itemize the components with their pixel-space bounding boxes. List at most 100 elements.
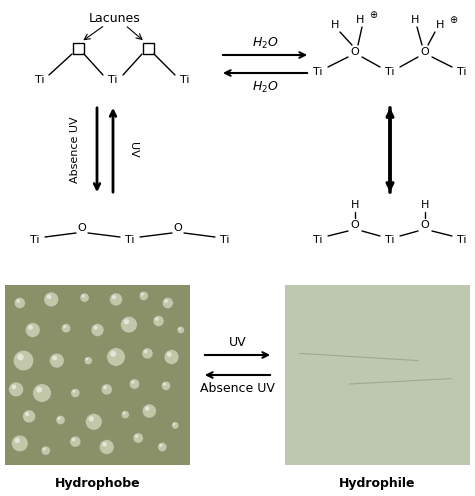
Text: Ti: Ti	[220, 235, 230, 245]
Circle shape	[25, 322, 40, 337]
Circle shape	[145, 406, 150, 411]
Circle shape	[61, 323, 71, 333]
Circle shape	[63, 325, 66, 328]
Circle shape	[177, 326, 184, 334]
Bar	[142, 43, 153, 54]
Circle shape	[25, 412, 29, 416]
Circle shape	[15, 438, 20, 443]
Circle shape	[23, 410, 36, 423]
Bar	[285, 285, 470, 465]
Text: Ti: Ti	[313, 235, 323, 245]
Circle shape	[142, 404, 156, 418]
Circle shape	[80, 293, 89, 302]
Circle shape	[162, 298, 173, 309]
Text: H: H	[331, 20, 339, 30]
Text: ⊕: ⊕	[449, 15, 457, 25]
Circle shape	[86, 414, 102, 430]
Circle shape	[131, 380, 134, 384]
Circle shape	[133, 433, 143, 443]
Text: Absence UV: Absence UV	[70, 117, 80, 184]
Circle shape	[171, 422, 179, 429]
Circle shape	[142, 348, 153, 359]
Circle shape	[102, 442, 107, 447]
Text: Ti: Ti	[125, 235, 135, 245]
Text: H: H	[436, 20, 444, 30]
Circle shape	[89, 416, 94, 422]
Circle shape	[110, 351, 116, 357]
Text: Lacunes: Lacunes	[89, 11, 141, 24]
Circle shape	[17, 354, 24, 360]
Text: $H_2O$: $H_2O$	[252, 79, 278, 95]
Text: H: H	[411, 15, 419, 25]
Circle shape	[47, 295, 51, 299]
Circle shape	[13, 351, 34, 371]
Circle shape	[72, 438, 76, 441]
Circle shape	[84, 357, 92, 365]
Circle shape	[33, 384, 51, 402]
Circle shape	[158, 442, 167, 452]
Circle shape	[155, 317, 159, 321]
Bar	[73, 43, 84, 54]
Circle shape	[164, 299, 168, 303]
Text: Ti: Ti	[385, 67, 395, 77]
Circle shape	[103, 386, 107, 389]
Text: O: O	[174, 223, 182, 233]
Text: Ti: Ti	[385, 235, 395, 245]
Text: ⊕: ⊕	[369, 10, 377, 20]
Circle shape	[56, 415, 65, 425]
Circle shape	[9, 382, 23, 397]
Text: Absence UV: Absence UV	[200, 382, 275, 395]
Circle shape	[163, 383, 166, 386]
Circle shape	[70, 436, 81, 447]
Circle shape	[162, 381, 171, 390]
Circle shape	[28, 325, 33, 330]
Circle shape	[72, 390, 76, 393]
Text: Hydrophobe: Hydrophobe	[55, 477, 140, 490]
Circle shape	[107, 348, 125, 366]
Circle shape	[173, 423, 175, 425]
Circle shape	[86, 358, 88, 361]
Circle shape	[123, 412, 125, 415]
Text: O: O	[77, 223, 86, 233]
Circle shape	[179, 327, 181, 330]
Text: Ti: Ti	[180, 75, 190, 85]
Text: O: O	[421, 220, 429, 230]
Text: Hydrophile: Hydrophile	[339, 477, 416, 490]
Circle shape	[160, 444, 162, 447]
Circle shape	[135, 434, 138, 438]
Text: O: O	[421, 47, 429, 57]
Circle shape	[16, 299, 20, 303]
Text: O: O	[351, 47, 360, 57]
Circle shape	[36, 387, 42, 393]
Text: H: H	[351, 200, 359, 210]
Circle shape	[121, 411, 129, 419]
Bar	[5, 285, 190, 465]
Circle shape	[14, 298, 25, 309]
Circle shape	[110, 293, 123, 306]
Circle shape	[141, 293, 144, 296]
Text: Ti: Ti	[457, 235, 467, 245]
Text: O: O	[351, 220, 360, 230]
Text: Ti: Ti	[457, 67, 467, 77]
Circle shape	[94, 326, 98, 330]
Circle shape	[43, 447, 46, 450]
Circle shape	[82, 295, 85, 298]
Text: $H_2O$: $H_2O$	[252, 35, 278, 51]
Text: H: H	[421, 200, 429, 210]
Text: Ti: Ti	[313, 67, 323, 77]
Circle shape	[101, 384, 112, 395]
Circle shape	[124, 319, 129, 324]
Circle shape	[52, 356, 57, 361]
Text: Ti: Ti	[35, 75, 45, 85]
Circle shape	[49, 353, 64, 368]
Text: Ti: Ti	[108, 75, 118, 85]
Circle shape	[129, 379, 140, 389]
Text: Ti: Ti	[30, 235, 40, 245]
Text: UV: UV	[228, 335, 247, 349]
Circle shape	[99, 439, 114, 454]
Text: H: H	[356, 15, 364, 25]
Circle shape	[41, 446, 50, 455]
Circle shape	[57, 417, 61, 420]
Circle shape	[167, 352, 171, 357]
Circle shape	[153, 315, 164, 326]
